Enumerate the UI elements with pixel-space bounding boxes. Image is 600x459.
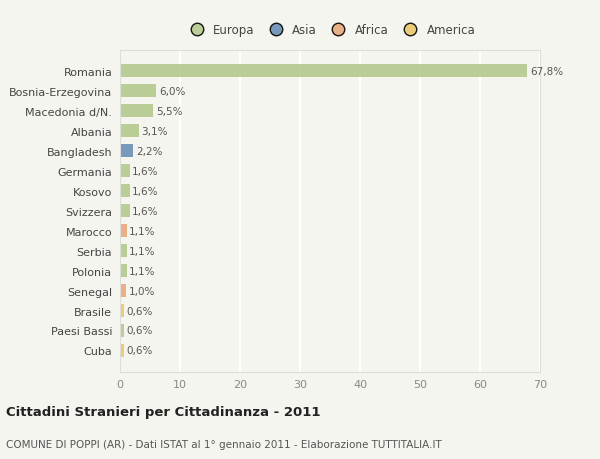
Bar: [120, 264, 127, 277]
Text: 3,1%: 3,1%: [142, 126, 168, 136]
Text: 67,8%: 67,8%: [530, 67, 563, 77]
Text: 1,6%: 1,6%: [132, 186, 158, 196]
Text: 5,5%: 5,5%: [156, 106, 182, 117]
Text: 1,0%: 1,0%: [128, 286, 155, 296]
Bar: [120, 105, 153, 118]
Bar: [120, 65, 527, 78]
Text: COMUNE DI POPPI (AR) - Dati ISTAT al 1° gennaio 2011 - Elaborazione TUTTITALIA.I: COMUNE DI POPPI (AR) - Dati ISTAT al 1° …: [6, 440, 442, 449]
Bar: [120, 125, 139, 138]
Bar: [120, 285, 126, 297]
Bar: [120, 165, 130, 178]
Text: 1,1%: 1,1%: [129, 266, 155, 276]
Bar: [120, 304, 124, 317]
Text: 1,1%: 1,1%: [129, 246, 155, 256]
Legend: Europa, Asia, Africa, America: Europa, Asia, Africa, America: [185, 24, 475, 37]
Text: 1,6%: 1,6%: [132, 206, 158, 216]
Text: Cittadini Stranieri per Cittadinanza - 2011: Cittadini Stranieri per Cittadinanza - 2…: [6, 405, 320, 419]
Bar: [120, 85, 156, 98]
Bar: [120, 205, 130, 218]
Bar: [120, 344, 124, 357]
Text: 6,0%: 6,0%: [159, 87, 185, 96]
Text: 2,2%: 2,2%: [136, 146, 163, 157]
Text: 1,6%: 1,6%: [132, 166, 158, 176]
Bar: [120, 185, 130, 198]
Text: 0,6%: 0,6%: [126, 306, 152, 316]
Bar: [120, 245, 127, 257]
Bar: [120, 325, 124, 337]
Text: 0,6%: 0,6%: [126, 326, 152, 336]
Text: 1,1%: 1,1%: [129, 226, 155, 236]
Bar: [120, 145, 133, 158]
Bar: [120, 224, 127, 238]
Text: 0,6%: 0,6%: [126, 346, 152, 356]
